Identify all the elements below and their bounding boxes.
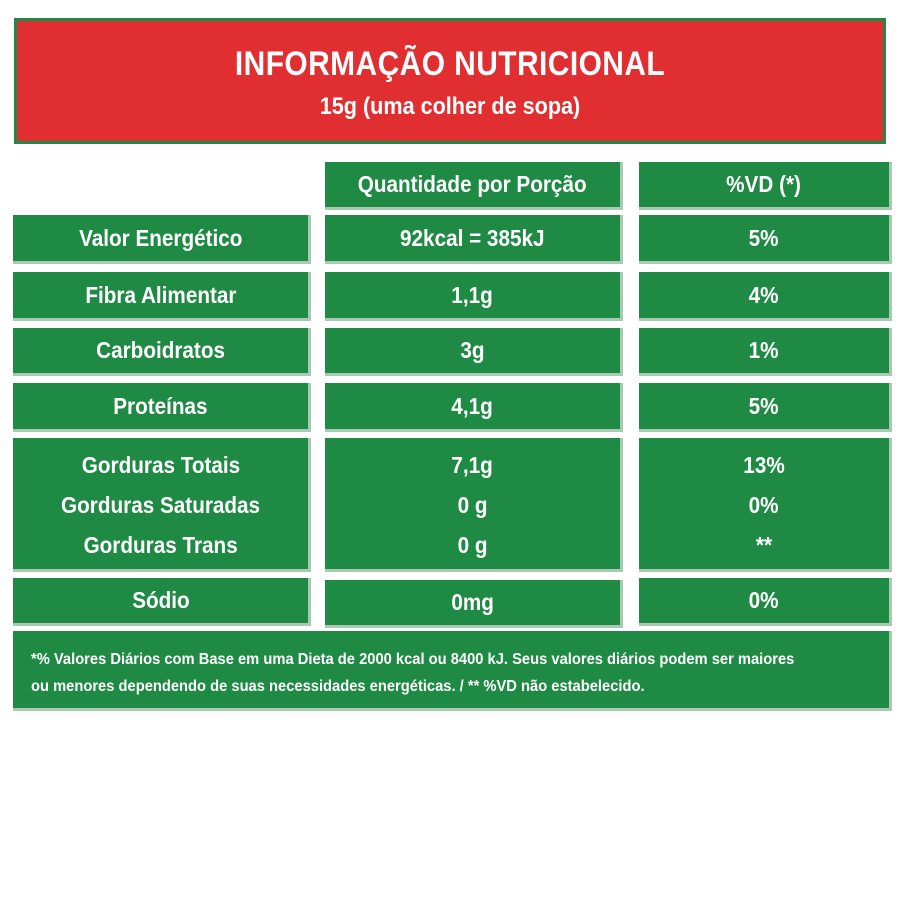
nutrition-header: INFORMAÇÃO NUTRICIONAL 15g (uma colher d…	[14, 18, 886, 144]
row-carbs-name: Carboidratos	[13, 328, 311, 376]
nutrient-label: Gorduras Totais	[81, 452, 240, 478]
row-fats-name: Gorduras Totais Gorduras Saturadas Gordu…	[13, 438, 311, 572]
nutrient-quantity: 0 g	[457, 492, 488, 518]
row-fiber-dv: 4%	[639, 272, 892, 321]
nutrient-quantity: 4,1g	[451, 392, 494, 419]
row-energy-quantity: 92kcal = 385kJ	[325, 215, 623, 264]
row-protein-dv: 5%	[639, 383, 892, 432]
nutrient-label: Valor Energético	[78, 224, 243, 251]
row-protein-quantity: 4,1g	[325, 383, 623, 432]
row-energy-name: Valor Energético	[13, 215, 311, 264]
footnote-box: *% Valores Diários com Base em uma Dieta…	[13, 631, 892, 711]
row-energy-dv: 5%	[639, 215, 892, 264]
column-header-dv: %VD (*)	[639, 162, 892, 210]
nutrient-dv: 0%	[749, 492, 779, 518]
row-fats-dv: 13% 0% **	[639, 438, 892, 572]
column-header-quantity-label: Quantidade por Porção	[358, 171, 587, 197]
nutrient-dv: 4%	[749, 281, 779, 308]
nutrient-dv: 0%	[749, 587, 779, 613]
nutrient-dv: 13%	[743, 452, 785, 478]
nutrient-dv: 5%	[749, 224, 779, 251]
nutrient-label: Fibra Alimentar	[84, 281, 237, 308]
nutrient-quantity: 3g	[460, 337, 485, 363]
row-carbs-dv: 1%	[639, 328, 892, 376]
nutrient-label: Carboidratos	[96, 337, 225, 363]
nutrient-quantity: 0mg	[451, 589, 494, 615]
nutrient-quantity: 7,1g	[451, 452, 494, 478]
nutrient-quantity: 0 g	[457, 532, 488, 558]
nutrition-title: INFORMAÇÃO NUTRICIONAL	[234, 45, 666, 83]
column-header-quantity: Quantidade por Porção	[325, 162, 623, 210]
footnote-line-1: *% Valores Diários com Base em uma Dieta…	[31, 651, 795, 668]
row-sodium-dv: 0%	[639, 578, 892, 626]
serving-size: 15g (uma colher de sopa)	[319, 93, 581, 120]
row-fiber-quantity: 1,1g	[325, 272, 623, 321]
nutrient-label: Gorduras Saturadas	[60, 492, 261, 518]
nutrient-dv: 1%	[749, 337, 779, 363]
row-fiber-name: Fibra Alimentar	[13, 272, 311, 321]
nutrient-quantity: 1,1g	[451, 281, 494, 308]
row-fats-quantity: 7,1g 0 g 0 g	[325, 438, 623, 572]
nutrient-label: Sódio	[131, 587, 190, 613]
nutrient-quantity: 92kcal = 385kJ	[400, 224, 545, 251]
row-protein-name: Proteínas	[13, 383, 311, 432]
nutrient-dv: **	[755, 532, 773, 558]
nutrient-dv: 5%	[749, 392, 779, 419]
row-carbs-quantity: 3g	[325, 328, 623, 376]
footnote-line-2: ou menores dependendo de suas necessidad…	[31, 678, 645, 695]
column-header-dv-label: %VD (*)	[726, 171, 802, 197]
row-sodium-name: Sódio	[13, 578, 311, 626]
nutrient-label: Gorduras Trans	[83, 532, 238, 558]
row-sodium-quantity: 0mg	[325, 580, 623, 628]
nutrient-label: Proteínas	[113, 392, 208, 419]
